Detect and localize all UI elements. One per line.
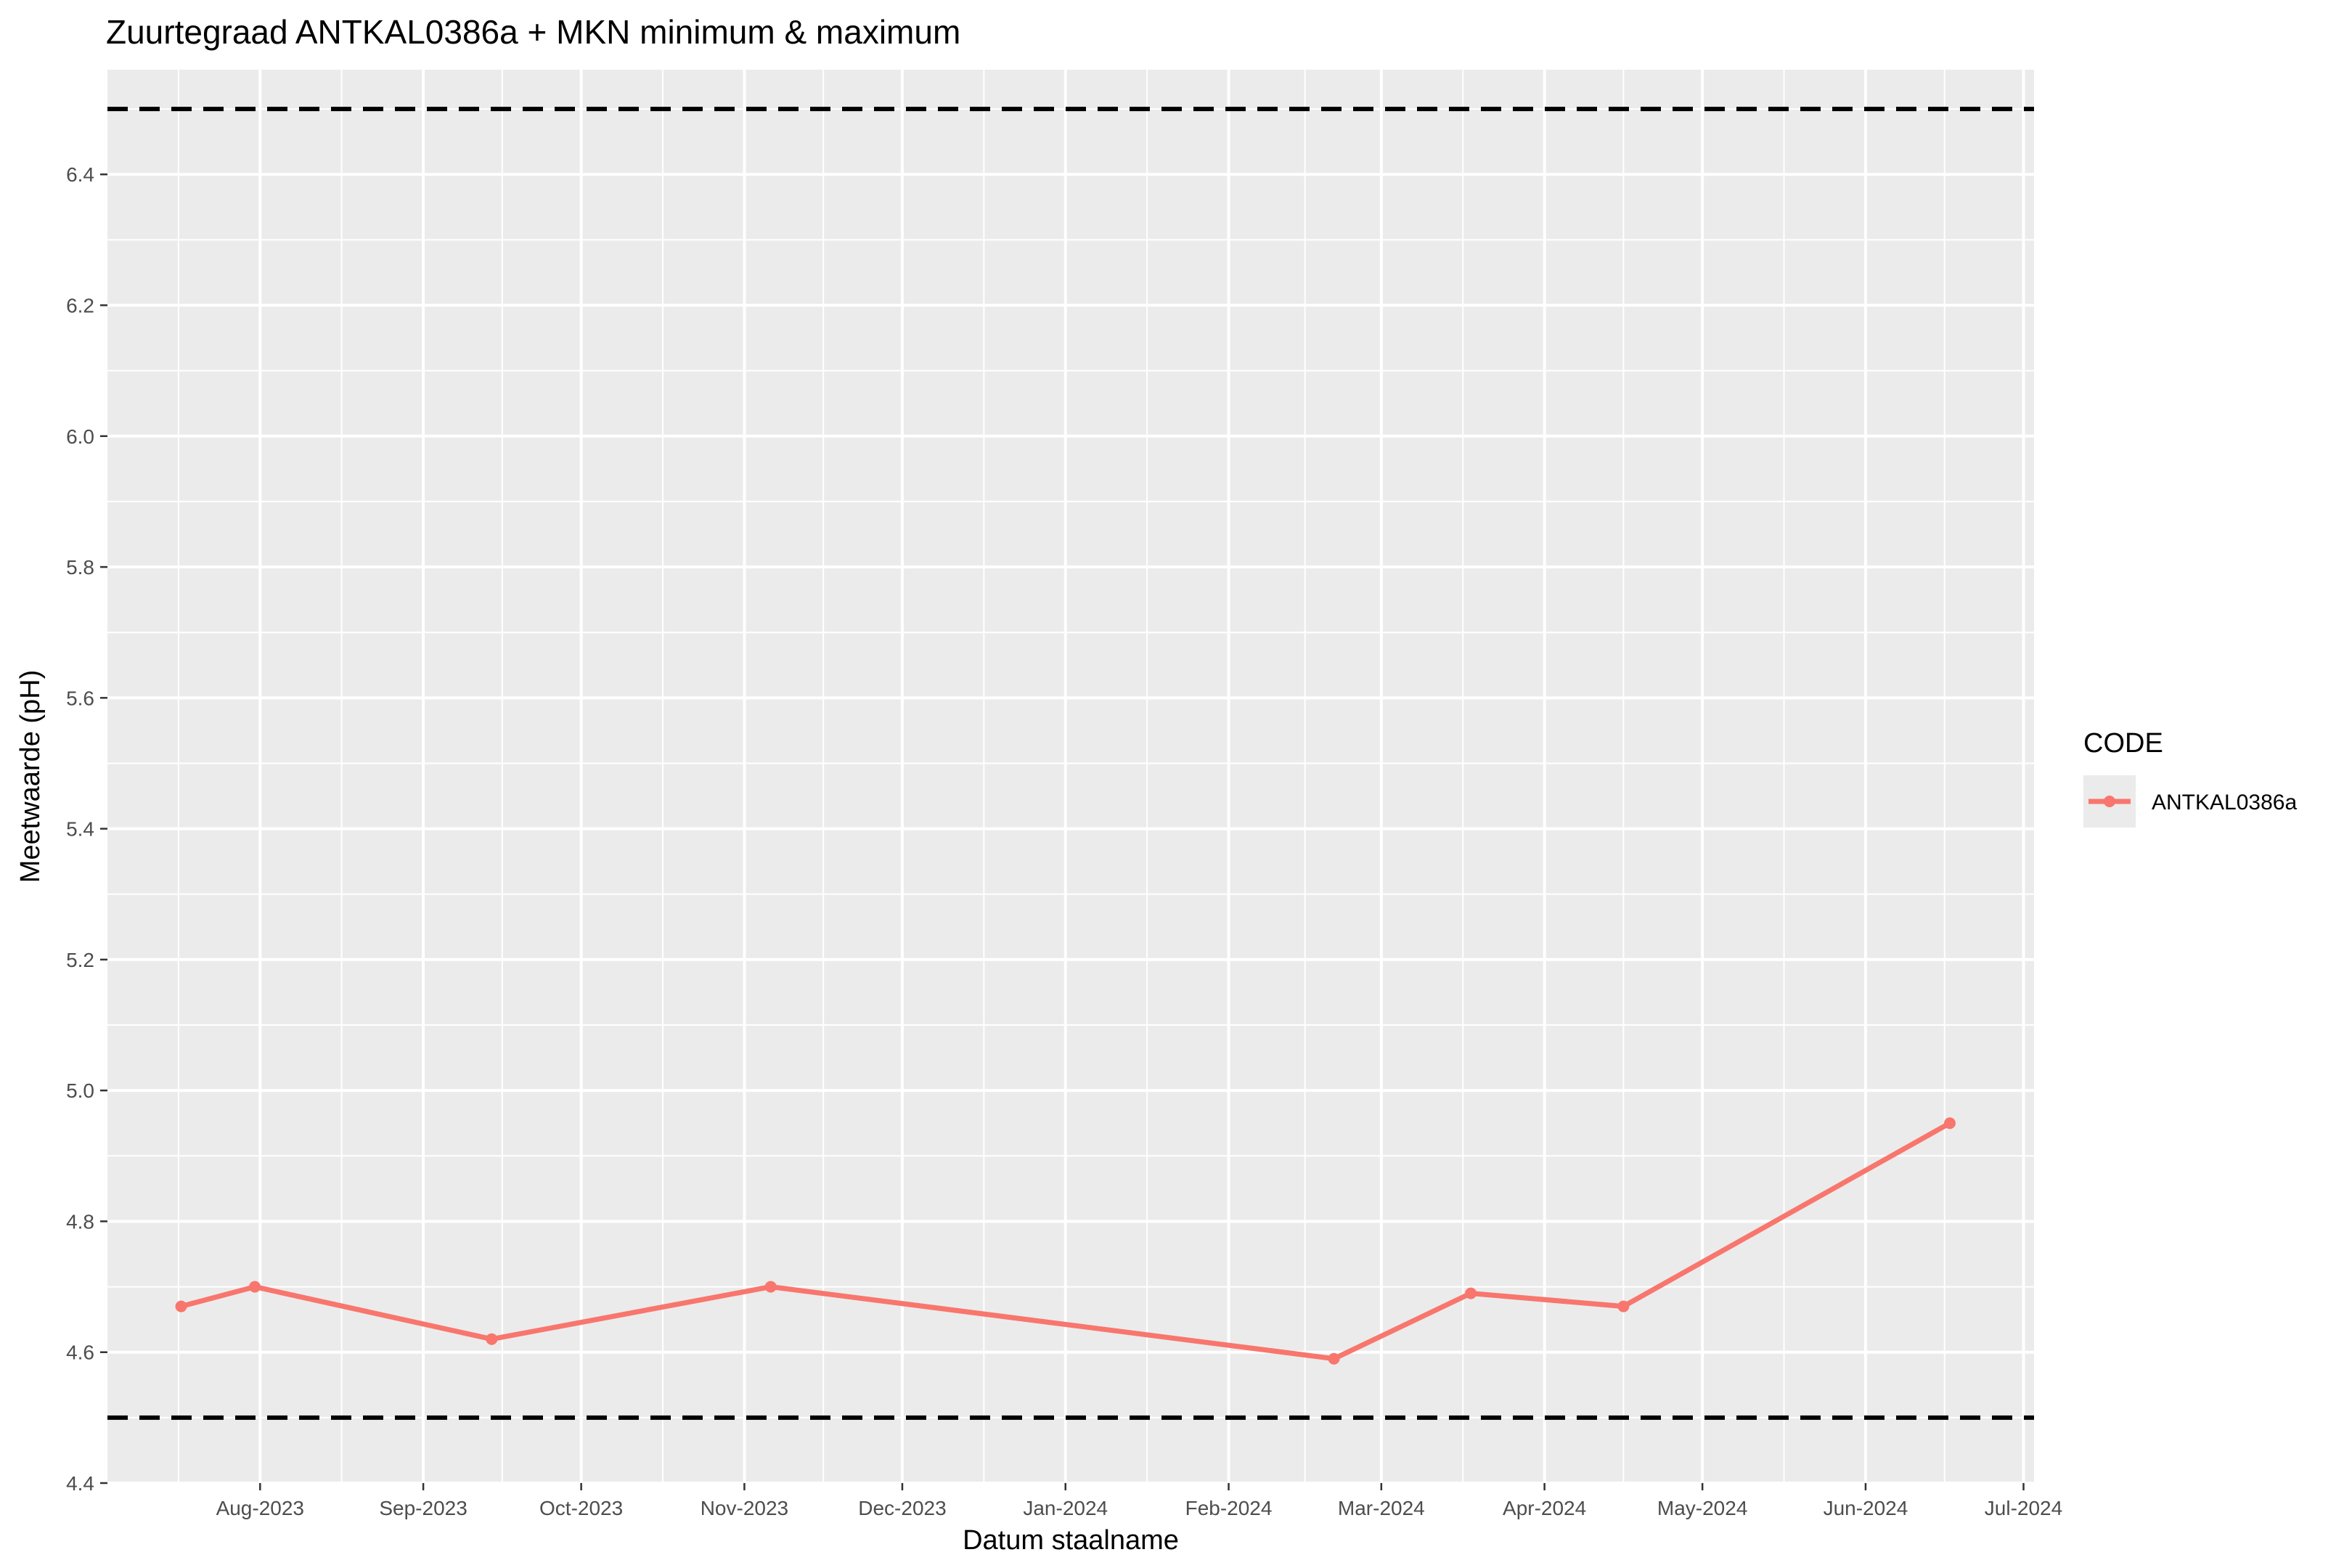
x-tick-label: Apr-2024 [1503, 1497, 1586, 1519]
x-tick-label: Sep-2023 [379, 1497, 467, 1519]
reference-lines [107, 107, 2034, 1420]
plot-panel [107, 70, 2034, 1483]
data-point [764, 1281, 777, 1293]
y-tick-label: 6.2 [66, 295, 94, 317]
legend-label: ANTKAL0386a [2152, 791, 2297, 814]
y-tick-label: 4.4 [66, 1472, 94, 1495]
x-tick-label: Oct-2023 [539, 1497, 623, 1519]
x-tick-label: Aug-2023 [216, 1497, 304, 1519]
series-line [180, 1121, 1951, 1362]
data-point [1617, 1300, 1630, 1312]
x-tick-label: Jun-2024 [1824, 1497, 1908, 1519]
x-tick-label: Mar-2024 [1338, 1497, 1425, 1519]
x-tick-label: Dec-2023 [858, 1497, 946, 1519]
chart-title: Zuurtegraad ANTKAL0386a + MKN minimum & … [106, 13, 960, 51]
y-tick-label: 4.6 [66, 1342, 94, 1364]
x-tick-label: Feb-2024 [1185, 1497, 1273, 1519]
data-point [249, 1281, 261, 1293]
y-axis: 4.4 4.6 4.8 5.0 5.2 5.4 5.6 5.8 6.0 6.2 6.4 [66, 163, 107, 1495]
y-tick-label: 5.0 [66, 1079, 94, 1102]
legend: CODE ANTKAL0386a [2083, 728, 2297, 828]
x-tick-label: Jan-2024 [1023, 1497, 1108, 1519]
legend-key-point [2104, 796, 2115, 807]
data-point [486, 1333, 498, 1345]
series-layer [175, 1117, 1956, 1365]
y-tick-label: 5.2 [66, 949, 94, 971]
data-point [1465, 1287, 1477, 1299]
y-tick-label: 5.4 [66, 818, 94, 841]
x-tick-label: May-2024 [1657, 1497, 1748, 1519]
y-tick-label: 5.6 [66, 687, 94, 709]
data-point [1943, 1117, 1956, 1130]
x-axis-title: Datum staalname [963, 1525, 1179, 1556]
grid-major [107, 70, 2034, 1485]
y-tick-label: 6.4 [66, 163, 94, 186]
y-axis-title: Meetwaarde (pH) [15, 670, 46, 883]
legend-title: CODE [2083, 728, 2163, 759]
y-tick-label: 5.8 [66, 556, 94, 579]
x-tick-label: Jul-2024 [1985, 1497, 2062, 1519]
y-tick-label: 6.0 [66, 425, 94, 448]
y-tick-label: 4.8 [66, 1210, 94, 1233]
x-axis: Aug-2023 Sep-2023 Oct-2023 Nov-2023 Dec-2023… [216, 1483, 2062, 1519]
data-point [175, 1300, 187, 1312]
data-point [1328, 1352, 1340, 1365]
x-tick-label: Nov-2023 [701, 1497, 788, 1519]
